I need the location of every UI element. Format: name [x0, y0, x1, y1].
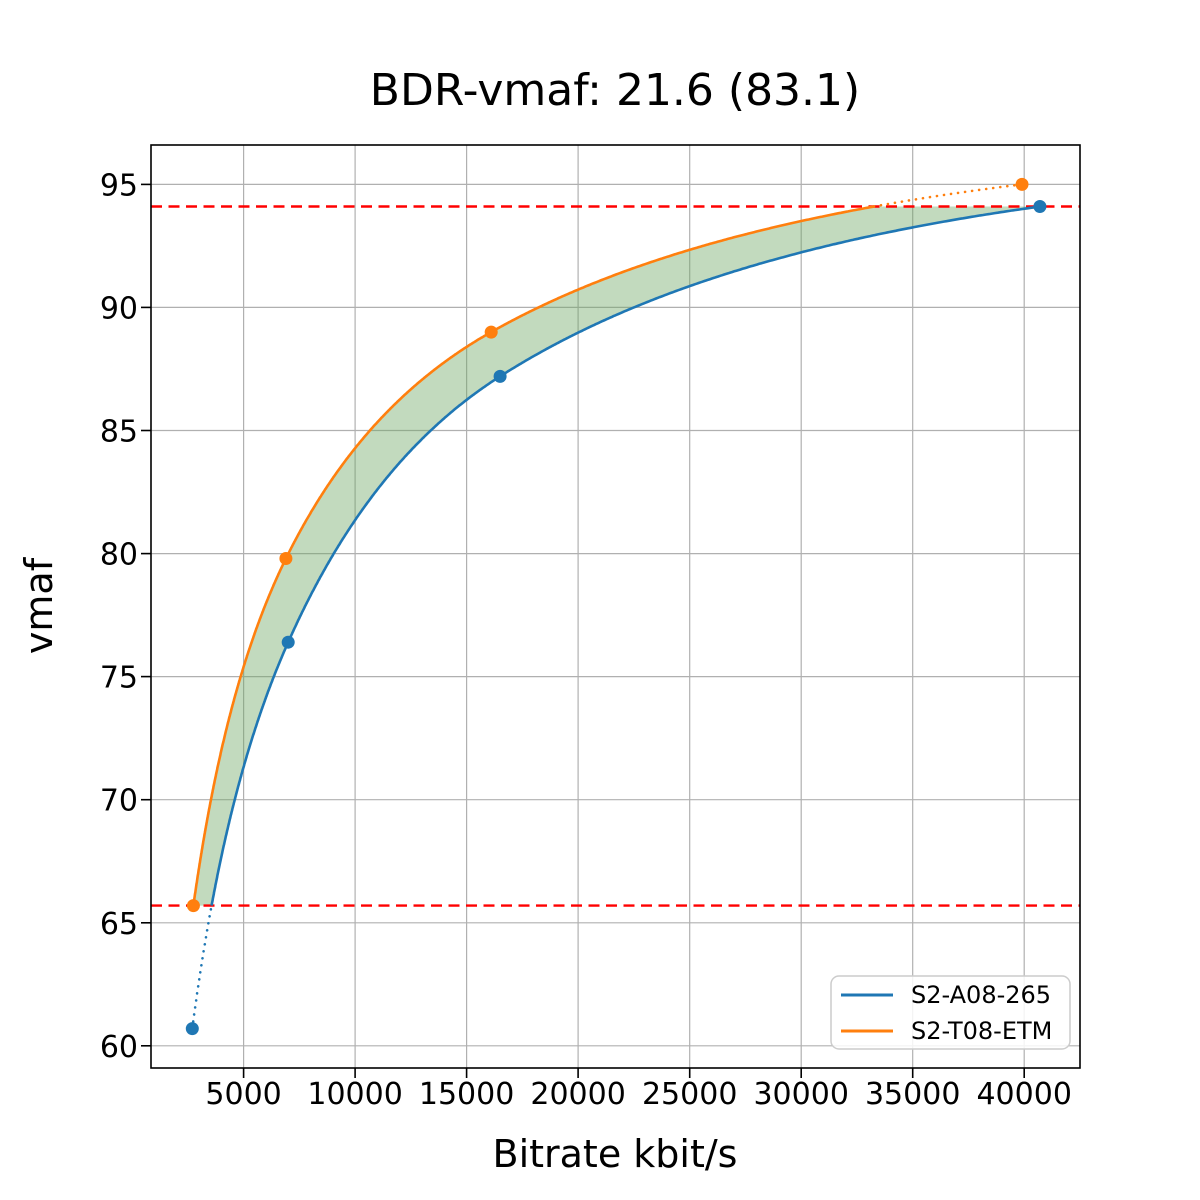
tick-label-y-75: 75 [100, 661, 138, 696]
tick-label-y-60: 60 [100, 1030, 138, 1065]
tick-label-y-95: 95 [100, 168, 138, 203]
x-axis-label: Bitrate kbit/s [493, 1132, 738, 1176]
gridlines [151, 145, 1080, 1068]
tick-label-x-20000: 20000 [530, 1077, 625, 1112]
plot-frame [150, 144, 1081, 1069]
data-points [185, 177, 1047, 1036]
legend-label-1: S2-T08-ETM [911, 1017, 1052, 1045]
series-S2-T08-ETM-dotted [872, 183, 1024, 208]
point-S2-A08-265-1 [281, 635, 295, 649]
series-curves [191, 183, 1041, 1030]
point-S2-T08-ETM-1 [279, 552, 293, 565]
legend: S2-A08-265 S2-T08-ETM [830, 975, 1071, 1050]
series-S2-A08-265-dotted [191, 904, 213, 1030]
point-S2-T08-ETM-2 [484, 325, 498, 339]
tick-label-x-30000: 30000 [753, 1077, 848, 1112]
point-S2-A08-265-2 [493, 369, 507, 383]
tick-label-x-5000: 5000 [205, 1077, 281, 1112]
y-axis-label: vmaf [17, 556, 61, 654]
tick-label-x-15000: 15000 [419, 1077, 514, 1112]
point-S2-A08-265-0 [185, 1022, 199, 1036]
chart-title: BDR-vmaf: 21.6 (83.1) [370, 65, 860, 116]
tick-label-x-40000: 40000 [976, 1077, 1071, 1112]
tick-label-x-10000: 10000 [307, 1077, 402, 1112]
point-S2-A08-265-3 [1033, 200, 1047, 213]
reference-lines [151, 205, 1080, 907]
tick-label-x-35000: 35000 [865, 1077, 960, 1112]
tick-label-y-65: 65 [100, 907, 138, 942]
x-tick-labels: 5000 10000 15000 20000 25000 30000 35000 40000 [205, 1077, 1071, 1112]
tick-label-x-25000: 25000 [642, 1077, 737, 1112]
tick-label-y-70: 70 [100, 784, 138, 819]
point-S2-T08-ETM-3 [1015, 177, 1029, 191]
axis-ticks [141, 183, 1025, 1078]
y-tick-labels: 60 65 70 75 80 85 90 95 [100, 168, 138, 1064]
tick-label-y-90: 90 [100, 291, 138, 326]
legend-label-0: S2-A08-265 [911, 981, 1051, 1009]
series-S2-A08-265-solid [210, 205, 1041, 906]
point-S2-T08-ETM-0 [186, 899, 200, 913]
series-S2-T08-ETM-solid [192, 205, 875, 906]
tick-label-y-80: 80 [100, 538, 138, 573]
tick-label-y-85: 85 [100, 415, 138, 450]
